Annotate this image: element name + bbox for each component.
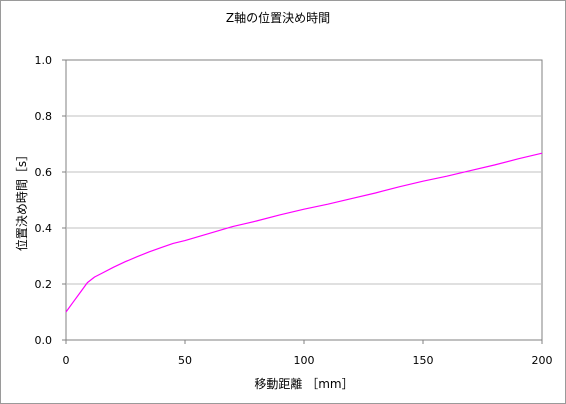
- series-group: [65, 152, 543, 313]
- plot-area: [65, 59, 543, 341]
- x-axis-label: 移動距離 ［mm］: [254, 377, 353, 391]
- y-axis-label: 位置決め時間［s］: [14, 149, 29, 251]
- y-tick-label: 0.6: [35, 166, 53, 179]
- x-tick-label: 100: [294, 354, 315, 367]
- grid-lines: [66, 115, 542, 285]
- y-axis-ticks: 0.0 0.2 0.4 0.6 0.8 1.0: [35, 54, 66, 347]
- y-tick-label: 0.0: [35, 334, 53, 347]
- x-tick-label: 0: [63, 354, 70, 367]
- series-line: [65, 152, 543, 313]
- y-tick-label: 1.0: [35, 54, 53, 67]
- chart-title: Z軸の位置決め時間: [226, 10, 330, 25]
- x-tick-label: 200: [532, 354, 553, 367]
- x-tick-label: 150: [413, 354, 434, 367]
- x-axis-ticks: 0 50 100 150 200: [63, 340, 553, 367]
- y-tick-label: 0.4: [35, 222, 53, 235]
- y-tick-label: 0.2: [35, 278, 53, 291]
- y-tick-label: 0.8: [35, 110, 53, 123]
- x-tick-label: 50: [178, 354, 192, 367]
